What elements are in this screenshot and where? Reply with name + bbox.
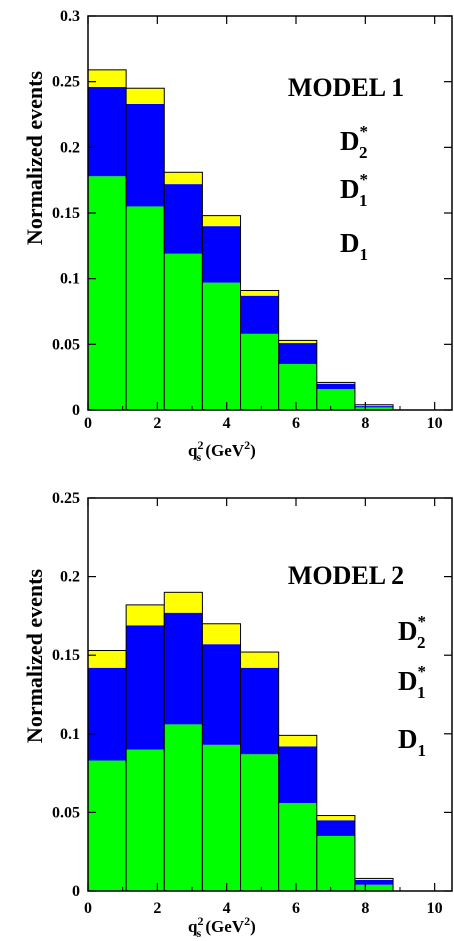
bar-d1-bin-5 (278, 364, 317, 410)
y-tick-label: 0.3 (60, 8, 80, 25)
y-axis-label: Normalized events (22, 71, 47, 246)
legend-entry: D* 2 (340, 122, 368, 162)
bar-d2star-bin-2 (164, 592, 203, 613)
bar-d1star-bin-7 (354, 406, 394, 408)
bar-d1-bin-6 (316, 835, 355, 891)
bar-d2star-bin-4 (240, 290, 279, 296)
bar-d1star-bin-6 (316, 383, 355, 389)
bar-d1-bin-3 (202, 744, 241, 891)
legend: D* 2 D* 1 D1 (398, 612, 426, 760)
bar-d1star-bin-1 (126, 625, 165, 750)
bar-d1star-bin-3 (202, 226, 241, 283)
plot-area (87, 591, 394, 892)
y-tick-label: 0 (72, 883, 80, 900)
bar-d1-bin-5 (278, 802, 317, 891)
bar-d1star-bin-5 (278, 746, 317, 803)
bar-d1-bin-4 (240, 333, 279, 410)
x-tick-label: 4 (223, 900, 231, 917)
x-tick-label: 0 (84, 415, 92, 432)
bar-d1-bin-7 (354, 407, 394, 410)
bar-d1star-bin-2 (164, 612, 203, 725)
x-axis-label: q2 s (GeV2) (188, 914, 256, 940)
y-tick-label: 0.15 (52, 647, 80, 664)
bar-d2star-bin-5 (278, 735, 317, 747)
bar-d1star-bin-7 (354, 879, 394, 885)
y-tick-label: 0.15 (52, 205, 80, 222)
x-tick-label: 2 (153, 415, 161, 432)
bar-d1star-bin-3 (202, 644, 241, 745)
axes: 0 2 4 6 8 10 0 0.05 0.1 0.15 0.2 0.25 (52, 490, 453, 917)
y-tick-label: 0.2 (60, 569, 80, 586)
legend: D* 2 D* 1 D1 (340, 122, 368, 264)
y-tick-label: 0.25 (52, 490, 80, 507)
plot-frame (87, 497, 453, 892)
x-axis-label-text: q2 s (GeV2) (188, 914, 256, 940)
x-tick-label: 6 (292, 900, 300, 917)
bar-d1-bin-2 (164, 253, 203, 410)
bar-d2star-bin-5 (278, 340, 317, 344)
bar-d2star-bin-3 (202, 215, 241, 227)
x-axis-label-text: q2 s (GeV2) (188, 438, 256, 464)
legend-entry: D* 2 (398, 612, 426, 652)
bar-d1-bin-1 (126, 749, 165, 891)
y-axis-label: Normalized events (22, 569, 47, 744)
bar-d1-bin-2 (164, 724, 203, 891)
bar-d1star-bin-5 (278, 343, 317, 365)
histogram-model-1: 0 2 4 6 8 10 0 0.05 0.1 0.15 0.2 0.25 0.3 MODEL 1 D*… (22, 8, 453, 464)
bar-d1-bin-0 (88, 176, 127, 410)
bar-d2star-bin-6 (316, 382, 355, 384)
bar-d1star-bin-4 (240, 295, 279, 334)
x-axis-label: q2 s (GeV2) (188, 438, 256, 464)
bar-d1-bin-3 (202, 282, 241, 410)
bar-d1star-bin-6 (316, 820, 355, 836)
bar-d1star-bin-4 (240, 667, 279, 755)
bar-d1star-bin-2 (164, 184, 203, 254)
bar-d2star-bin-0 (88, 69, 127, 87)
bar-d2star-bin-3 (202, 623, 241, 645)
bar-d2star-bin-7 (354, 404, 394, 407)
y-tick-label: 0.2 (60, 139, 80, 156)
bar-d1star-bin-0 (88, 667, 127, 761)
x-tick-label: 10 (427, 900, 443, 917)
legend-entry: D1 (340, 228, 368, 264)
bar-d2star-bin-7 (354, 878, 394, 880)
bar-d2star-bin-6 (316, 815, 355, 821)
x-tick-label: 2 (153, 900, 161, 917)
x-tick-label: 8 (361, 900, 369, 917)
legend-entry: D* 1 (398, 662, 426, 702)
y-tick-label: 0.1 (60, 726, 80, 743)
bar-d1-bin-6 (316, 388, 355, 410)
bar-d1-bin-7 (354, 884, 394, 891)
y-tick-label: 0.25 (52, 74, 80, 91)
bar-d1star-bin-1 (126, 103, 165, 207)
bar-d1-bin-0 (88, 760, 127, 891)
x-tick-label: 8 (361, 415, 369, 432)
y-tick-label: 0.1 (60, 271, 80, 288)
bar-d2star-bin-4 (240, 652, 279, 668)
bar-d1-bin-4 (240, 754, 279, 891)
bar-d2star-bin-1 (126, 604, 165, 626)
bar-d2star-bin-0 (88, 650, 127, 668)
plot-area (87, 69, 394, 411)
bar-d1star-bin-0 (88, 86, 127, 177)
legend-entry: D1 (398, 724, 426, 760)
x-tick-label: 4 (223, 415, 231, 432)
model-annotation: MODEL 1 (288, 73, 404, 102)
model-annotation: MODEL 2 (288, 561, 404, 590)
y-tick-label: 0 (72, 402, 80, 419)
y-tick-label: 0.05 (52, 804, 80, 821)
legend-entry: D* 1 (340, 170, 368, 210)
y-tick-label: 0.05 (52, 336, 80, 353)
bar-d1-bin-1 (126, 206, 165, 410)
bar-d2star-bin-1 (126, 88, 165, 104)
x-tick-label: 0 (84, 900, 92, 917)
x-tick-label: 6 (292, 415, 300, 432)
axes: 0 2 4 6 8 10 0 0.05 0.1 0.15 0.2 0.25 0.3 (52, 8, 453, 432)
bar-d2star-bin-2 (164, 172, 203, 185)
x-tick-label: 10 (427, 415, 443, 432)
